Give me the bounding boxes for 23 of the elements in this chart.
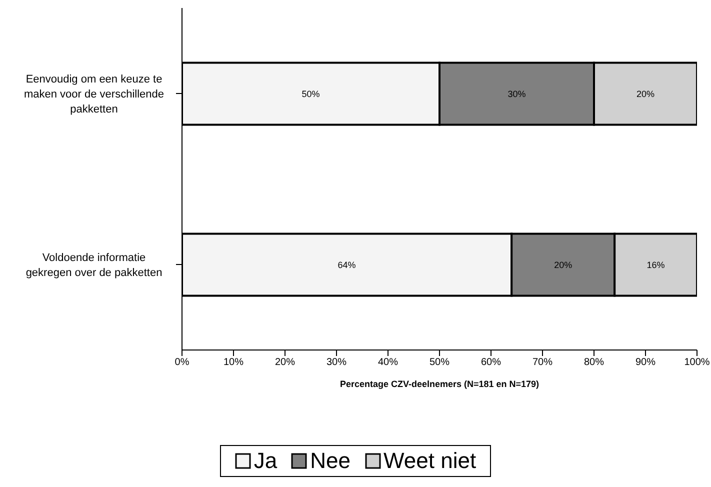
- x-tick-label: 90%: [635, 357, 656, 368]
- legend-label: Weet niet: [384, 448, 476, 474]
- y-tick-label: Voldoende informatie gekregen over de pakketten: [26, 252, 162, 279]
- x-tick-label: 20%: [274, 357, 296, 368]
- x-tick-label: 60%: [480, 357, 502, 368]
- data-label: 20%: [636, 88, 655, 99]
- data-label: 64%: [338, 260, 356, 270]
- x-tick-label: 80%: [584, 357, 604, 368]
- x-tick-label: 0%: [174, 357, 190, 368]
- x-tick-label: 30%: [326, 357, 347, 368]
- x-tick-label: 40%: [378, 357, 398, 368]
- legend-label: Nee: [310, 448, 351, 474]
- x-tick-label: 70%: [532, 357, 553, 368]
- x-axis-title: Percentage CZV-deelnemers (N=181 en N=179): [340, 379, 540, 389]
- x-tick-label: 100%: [684, 357, 710, 368]
- legend-label: Ja: [254, 448, 278, 474]
- x-tick-label: 50%: [429, 357, 450, 368]
- data-label: 30%: [508, 88, 526, 99]
- data-label: 16%: [646, 260, 665, 270]
- data-label: 50%: [302, 88, 320, 99]
- data-label: 20%: [554, 260, 572, 270]
- x-tick-label: 10%: [223, 357, 244, 368]
- y-tick-label: Eenvoudig om een keuze te maken voor de verschillende pakketten: [24, 73, 164, 116]
